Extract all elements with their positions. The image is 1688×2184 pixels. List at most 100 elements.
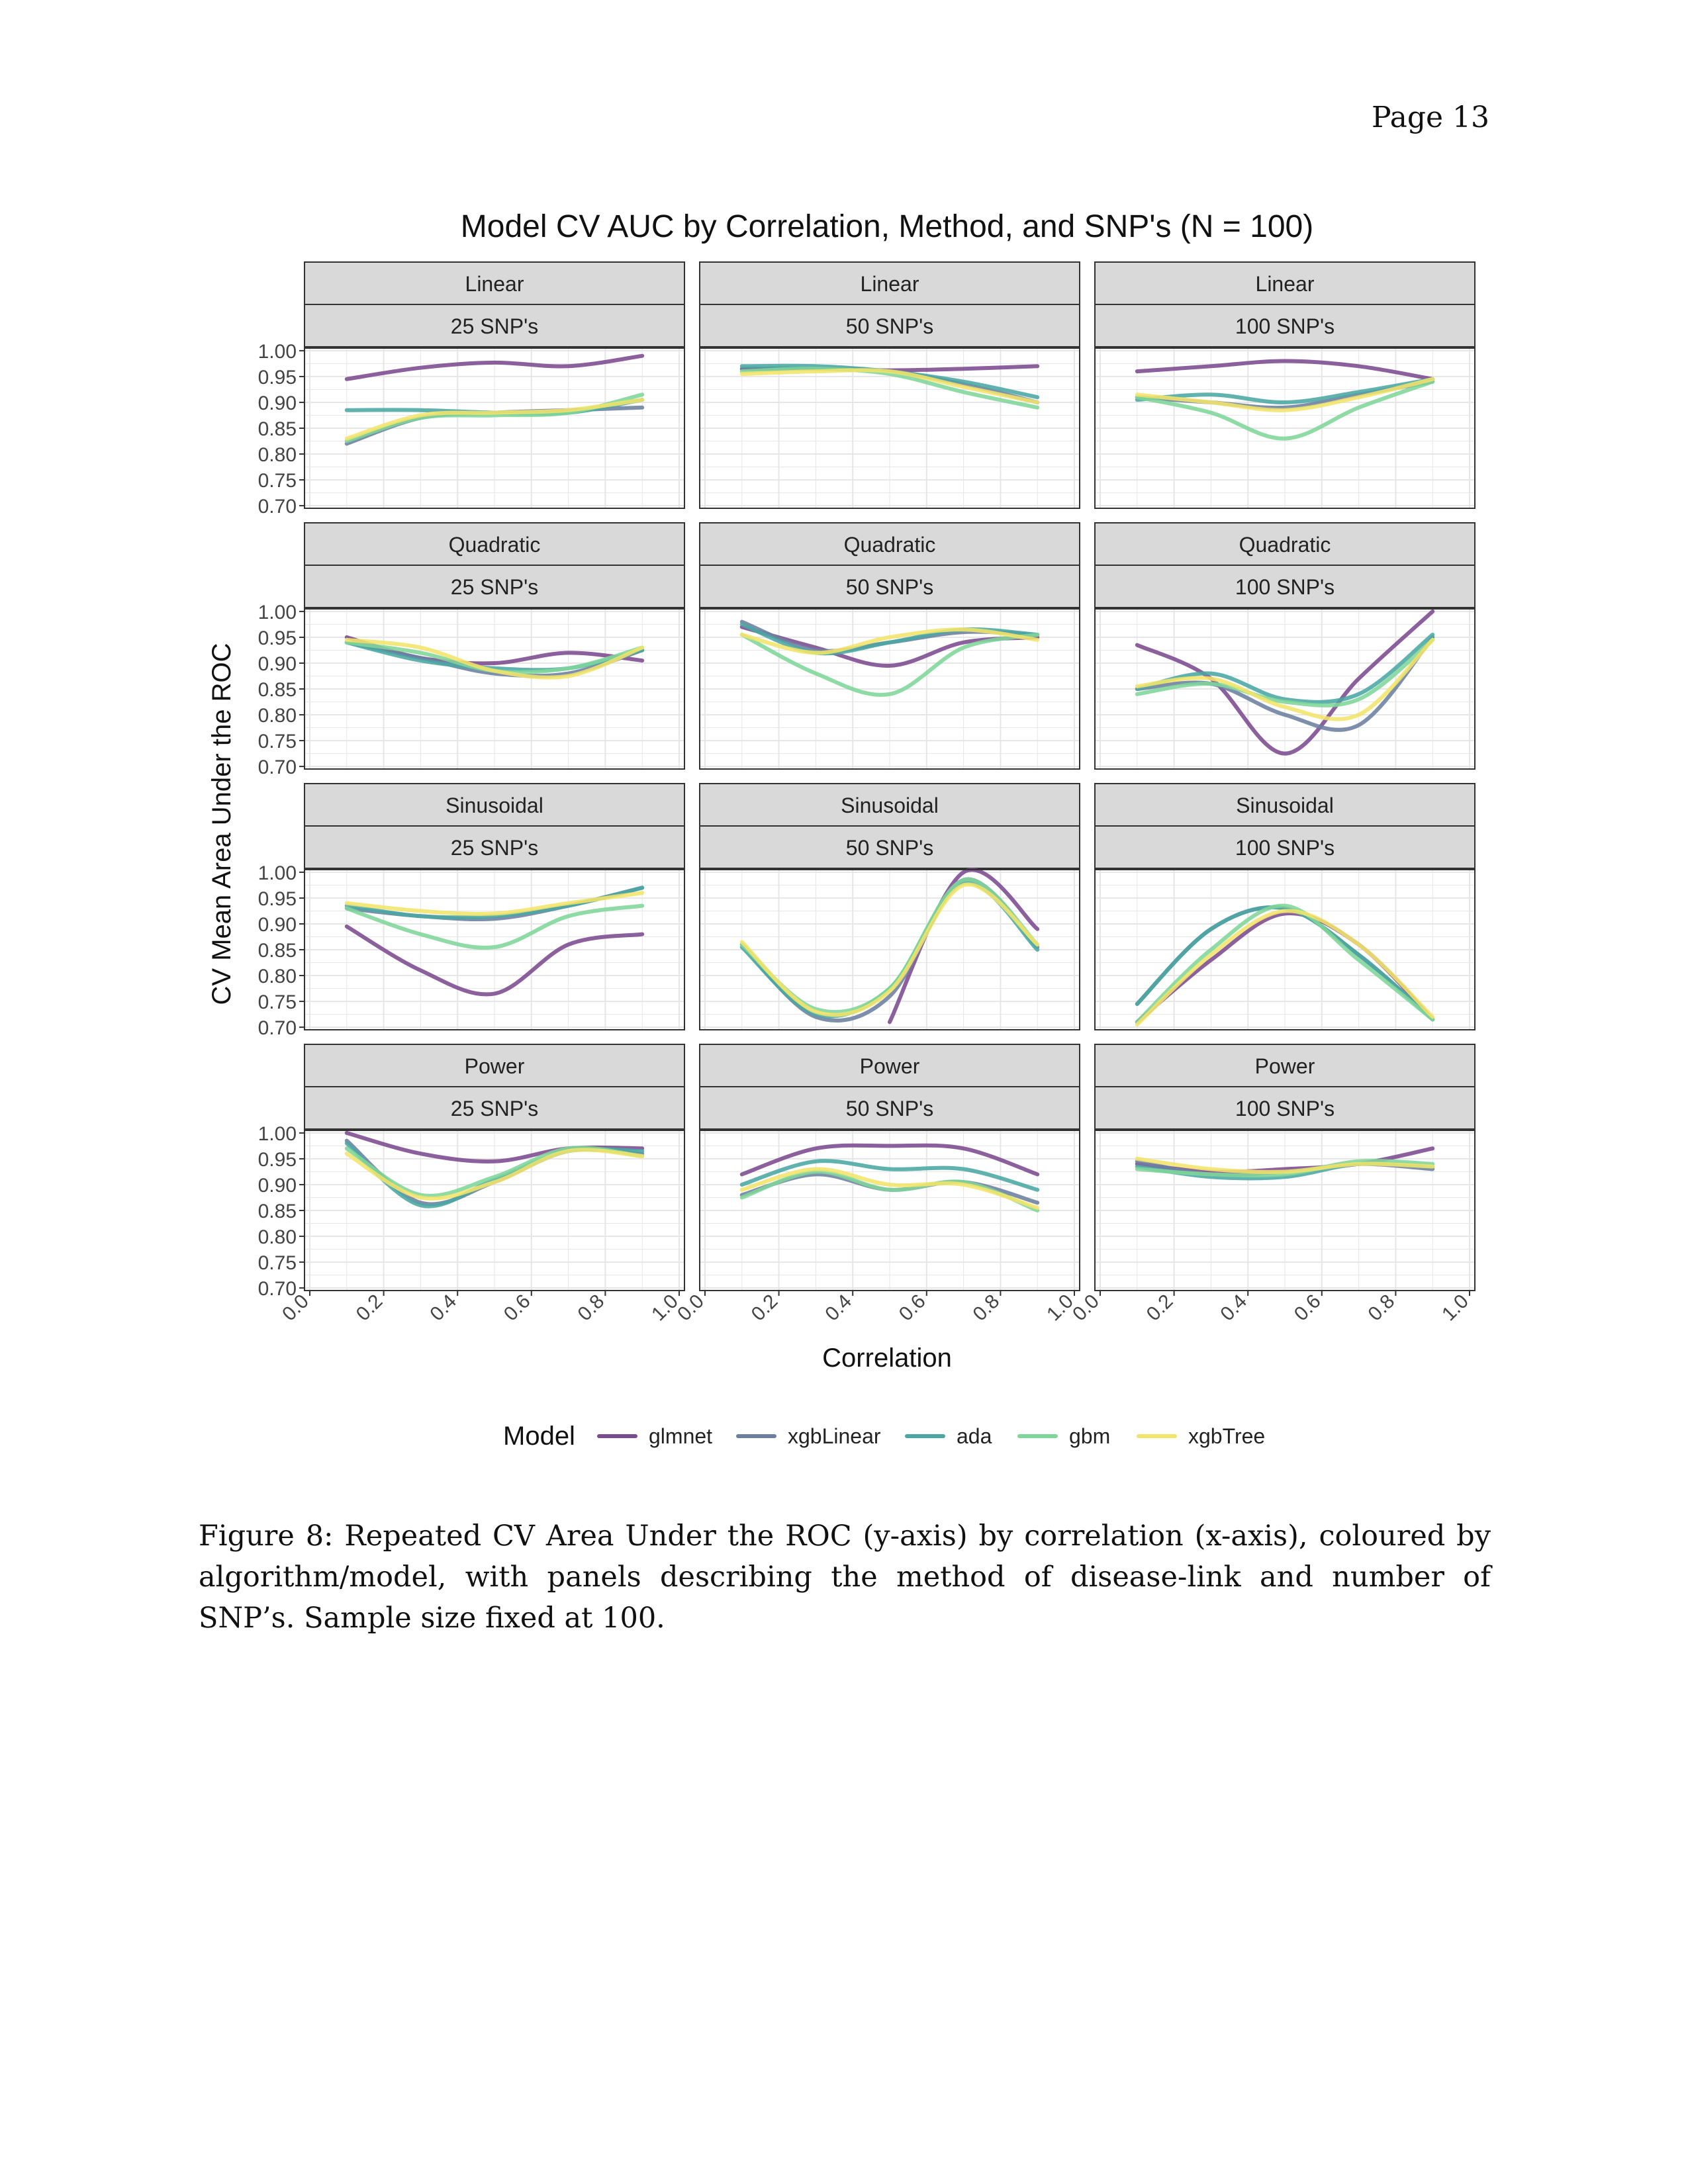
x-tick-label: 0.8 bbox=[1364, 1291, 1399, 1326]
x-tick-label: 0.6 bbox=[1290, 1291, 1325, 1326]
y-tick-label: 0.85 bbox=[258, 1201, 297, 1222]
panel-border bbox=[1094, 1130, 1476, 1291]
y-tick-label: 0.90 bbox=[258, 914, 297, 936]
series-line-gbm bbox=[1135, 903, 1435, 1024]
series-line-glmnet bbox=[888, 868, 1040, 1024]
series-line-gbm bbox=[1135, 637, 1435, 707]
panel-border bbox=[699, 347, 1080, 509]
strip-method bbox=[1094, 261, 1476, 305]
strip-snps-label: 25 SNP's bbox=[451, 1097, 538, 1120]
series-line-xgbTree bbox=[344, 891, 645, 916]
legend-label-ada: ada bbox=[957, 1424, 992, 1448]
strip-snps-label: 25 SNP's bbox=[451, 575, 538, 599]
y-tick-label: 0.85 bbox=[258, 418, 297, 440]
strip-method bbox=[699, 522, 1080, 566]
y-tick-label: 0.90 bbox=[258, 392, 297, 414]
strip-method-label: Sinusoidal bbox=[445, 794, 543, 817]
series-line-gbm bbox=[1135, 379, 1435, 441]
strip-snps-label: 50 SNP's bbox=[846, 836, 933, 860]
legend-label-gbm: gbm bbox=[1069, 1424, 1110, 1448]
series-line-gbm bbox=[344, 903, 645, 950]
strip-snps bbox=[304, 565, 685, 608]
strip-method-label: Power bbox=[465, 1054, 525, 1078]
series-line-ada bbox=[1135, 633, 1435, 704]
strip-snps bbox=[1094, 304, 1476, 347]
y-tick-label: 0.95 bbox=[258, 627, 297, 649]
y-tick-label: 0.95 bbox=[258, 1149, 297, 1171]
series-line-ada bbox=[1135, 905, 1435, 1022]
series-line-xgbTree bbox=[1135, 637, 1435, 721]
y-tick-label: 1.00 bbox=[258, 1123, 297, 1145]
legend: Model glmnet xgbLinear ada gbm xgbTree bbox=[503, 1422, 1265, 1451]
series-line-ada bbox=[1135, 377, 1435, 405]
legend-title: Model bbox=[503, 1422, 575, 1451]
series-line-xgbTree bbox=[344, 1148, 645, 1201]
y-tick-label: 1.00 bbox=[258, 341, 297, 363]
strip-snps bbox=[699, 825, 1080, 869]
series-line-xgbTree bbox=[1135, 909, 1435, 1027]
strip-snps-label: 25 SNP's bbox=[451, 314, 538, 338]
x-tick-label: 0.2 bbox=[1143, 1291, 1178, 1326]
strip-method bbox=[304, 1044, 685, 1087]
x-tick-label: 0.2 bbox=[747, 1291, 782, 1326]
strip-snps bbox=[1094, 825, 1476, 869]
y-tick-label: 0.80 bbox=[258, 966, 297, 987]
x-tick-label: 1.0 bbox=[1438, 1291, 1473, 1326]
legend-label-xgbTree: xgbTree bbox=[1188, 1424, 1265, 1448]
strip-snps-label: 50 SNP's bbox=[846, 1097, 933, 1120]
figure-caption: Figure 8: Repeated CV Area Under the ROC… bbox=[199, 1520, 1491, 1635]
strip-method bbox=[304, 261, 685, 305]
series-line-glmnet bbox=[344, 924, 645, 997]
series-line-xgbTree bbox=[1135, 1156, 1435, 1174]
y-tick-label: 0.95 bbox=[258, 367, 297, 388]
strip-method-label: Quadratic bbox=[844, 533, 936, 557]
series-line-gbm bbox=[1135, 1159, 1435, 1178]
legend-label-xgbLinear: xgbLinear bbox=[788, 1424, 881, 1448]
x-axis-label: Correlation bbox=[822, 1343, 952, 1373]
y-tick-label: 0.70 bbox=[258, 496, 297, 518]
facet-panels: Linear 25 SNP's 0.70 0.75 0.80 0.85 0.90 0.95 1.… bbox=[258, 261, 1476, 1326]
strip-method-label: Quadratic bbox=[1239, 533, 1331, 557]
strip-method bbox=[1094, 1044, 1476, 1087]
strip-snps-label: 100 SNP's bbox=[1235, 836, 1335, 860]
strip-snps-label: 50 SNP's bbox=[846, 314, 933, 338]
strip-method-label: Linear bbox=[465, 272, 524, 296]
strip-method-label: Linear bbox=[1256, 272, 1315, 296]
series-line-glmnet bbox=[344, 353, 645, 381]
strip-snps bbox=[304, 825, 685, 869]
strip-snps-label: 25 SNP's bbox=[451, 836, 538, 860]
y-tick-label: 0.90 bbox=[258, 1175, 297, 1197]
series-line-xgbTree bbox=[739, 627, 1040, 655]
y-tick-label: 0.75 bbox=[258, 991, 297, 1013]
x-tick-label: 0.4 bbox=[426, 1291, 461, 1326]
series-line-glmnet bbox=[739, 1143, 1040, 1177]
strip-method bbox=[1094, 522, 1476, 566]
series-line-xgbTree bbox=[739, 882, 1040, 1017]
y-tick-label: 0.85 bbox=[258, 940, 297, 962]
y-tick-label: 0.70 bbox=[258, 756, 297, 778]
y-tick-label: 0.80 bbox=[258, 705, 297, 727]
strip-method bbox=[699, 1044, 1080, 1087]
strip-snps-label: 100 SNP's bbox=[1235, 575, 1335, 599]
strip-snps bbox=[1094, 565, 1476, 608]
strip-method-label: Sinusoidal bbox=[841, 794, 939, 817]
strip-method bbox=[304, 783, 685, 827]
y-tick-label: 1.00 bbox=[258, 862, 297, 884]
series-line-xgbTree bbox=[739, 368, 1040, 404]
strip-snps bbox=[1094, 1086, 1476, 1130]
panel-border bbox=[1094, 608, 1476, 770]
y-tick-label: 0.75 bbox=[258, 1252, 297, 1274]
y-tick-label: 1.00 bbox=[258, 602, 297, 623]
strip-method-label: Linear bbox=[861, 272, 919, 296]
panel-border bbox=[699, 1130, 1080, 1291]
strip-snps bbox=[304, 304, 685, 347]
series-line-glmnet bbox=[1135, 359, 1435, 381]
x-tick-label: 0.6 bbox=[500, 1291, 535, 1326]
series-line-gbm bbox=[739, 633, 1040, 697]
legend-label-glmnet: glmnet bbox=[649, 1424, 712, 1448]
series-line-xgbTree bbox=[1135, 377, 1435, 412]
y-tick-label: 0.95 bbox=[258, 888, 297, 910]
x-tick-label: 0.8 bbox=[969, 1291, 1004, 1326]
strip-snps bbox=[699, 565, 1080, 608]
